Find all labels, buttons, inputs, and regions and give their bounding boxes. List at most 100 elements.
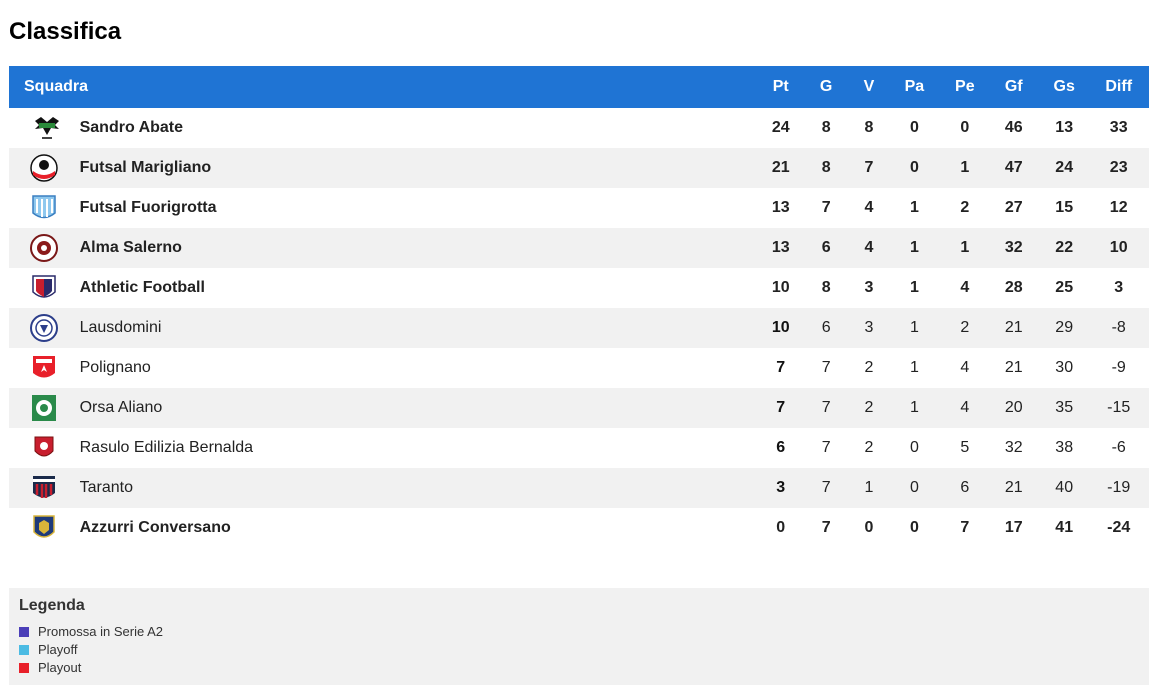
cell-gs: 35 [1039,388,1089,428]
cell-gs: 29 [1039,308,1089,348]
legend-title: Legenda [19,597,85,614]
header-gs[interactable]: Gs [1039,66,1089,108]
table-row: Lausdomini 10 6 3 1 2 21 29 -8 [9,308,1149,348]
header-pe[interactable]: Pe [942,66,988,108]
team-name-link[interactable]: Futsal Fuorigrotta [79,199,217,216]
cell-gf: 46 [1004,119,1023,136]
cell-gs: 40 [1039,468,1089,508]
cell-pt: 3 [760,468,801,508]
cell-pt: 7 [760,388,801,428]
table-row: Orsa Aliano 7 7 2 1 4 20 35 -15 [9,388,1149,428]
table-row: Athletic Football 10 8 3 1 4 28 25 3 [9,268,1149,308]
team-name-link[interactable]: Orsa Aliano [79,388,761,428]
cell-pe: 2 [960,199,970,216]
cell-g: 8 [821,279,831,296]
cell-diff: -8 [1088,308,1149,348]
header-team[interactable]: Squadra [9,66,761,108]
cell-pt: 6 [776,439,786,456]
header-gf[interactable]: Gf [987,66,1040,108]
cell-v: 2 [864,359,874,376]
table-row: Futsal Fuorigrotta 13 7 4 1 2 27 15 12 [9,188,1149,228]
team-crest-cell [9,468,80,508]
cell-pt: 0 [776,519,786,536]
cell-pa: 1 [886,228,943,268]
team-crest-cell [9,268,80,308]
cell-pe: 7 [960,519,970,536]
team-crest-cell [9,308,80,348]
cell-diff: 10 [1088,228,1149,268]
team-name-link[interactable]: Sandro Abate [79,119,184,136]
cell-pa: 0 [886,468,943,508]
table-row: Polignano 7 7 2 1 4 21 30 -9 [9,348,1149,388]
table-row: Taranto 3 7 1 0 6 21 40 -19 [9,468,1149,508]
team-name-link[interactable]: Rasulo Edilizia Bernalda [79,439,254,456]
rasulo-edilizia-bernalda-crest-icon [30,433,58,463]
cell-pt: 13 [771,199,790,216]
cell-gf: 20 [987,388,1040,428]
cell-g: 7 [800,468,852,508]
cell-diff: 3 [1114,279,1124,296]
polignano-crest-icon [30,353,58,383]
cell-pe: 1 [942,228,988,268]
futsal-marigliano-crest-icon [30,153,59,183]
header-pt[interactable]: Pt [760,66,801,108]
team-name-link[interactable]: Azzurri Conversano [79,519,231,536]
cell-pe: 4 [960,359,970,376]
team-crest-cell [9,188,80,228]
cell-diff: -9 [1111,359,1126,376]
cell-gf: 21 [987,308,1040,348]
team-name-link[interactable]: Futsal Marigliano [79,148,761,188]
team-name-link[interactable]: Lausdomini [79,308,761,348]
cell-pa: 0 [886,148,943,188]
cell-gf: 28 [1004,279,1023,296]
cell-g: 8 [821,119,831,136]
team-crest-cell [9,508,80,548]
team-name-link[interactable]: Athletic Football [79,279,205,296]
cell-v: 3 [864,279,874,296]
header-v[interactable]: V [851,66,887,108]
team-name-link[interactable]: Alma Salerno [79,228,761,268]
team-name-link[interactable]: Polignano [79,359,151,376]
header-g[interactable]: G [800,66,852,108]
cell-pa: 0 [909,519,919,536]
header-diff[interactable]: Diff [1088,66,1149,108]
standings-body: Sandro Abate 24 8 8 0 0 46 13 33 Futsal Mariglian… [9,108,1149,548]
cell-pe: 4 [942,388,988,428]
cell-diff: -6 [1111,439,1126,456]
cell-pe: 2 [942,308,988,348]
cell-pa: 1 [886,388,943,428]
cell-gs: 22 [1039,228,1089,268]
cell-pa: 0 [909,119,919,136]
cell-diff: 23 [1088,148,1149,188]
orsa-aliano-crest-icon [30,393,58,423]
table-row: Sandro Abate 24 8 8 0 0 46 13 33 [9,108,1149,148]
cell-v: 1 [851,468,887,508]
cell-v: 2 [864,439,874,456]
cell-v: 3 [851,308,887,348]
cell-v: 0 [864,519,874,536]
standings-table: Squadra Pt G V Pa Pe Gf Gs Diff Sandro A… [9,66,1149,548]
cell-g: 6 [800,308,852,348]
cell-g: 6 [800,228,852,268]
legend-label-promo: Promossa in Serie A2 [38,624,164,639]
page-title: Classifica [9,18,122,45]
team-crest-cell [9,148,80,188]
cell-diff: -24 [1107,519,1131,536]
cell-pa: 1 [909,279,919,296]
cell-pt: 21 [760,148,801,188]
cell-gs: 25 [1055,279,1074,296]
sandro-abate-crest-icon [30,113,60,143]
cell-g: 7 [821,439,831,456]
header-pa[interactable]: Pa [886,66,943,108]
cell-gf: 47 [987,148,1040,188]
legend-box: Legenda Promossa in Serie A2 Playoff Pla… [9,588,1149,685]
cell-pe: 0 [960,119,970,136]
team-name-link[interactable]: Taranto [79,468,761,508]
cell-diff: -15 [1088,388,1149,428]
cell-gf: 32 [1004,439,1023,456]
cell-diff: 33 [1109,119,1128,136]
cell-pa: 0 [909,439,919,456]
lausdomini-crest-icon [30,313,59,343]
cell-g: 7 [821,359,831,376]
